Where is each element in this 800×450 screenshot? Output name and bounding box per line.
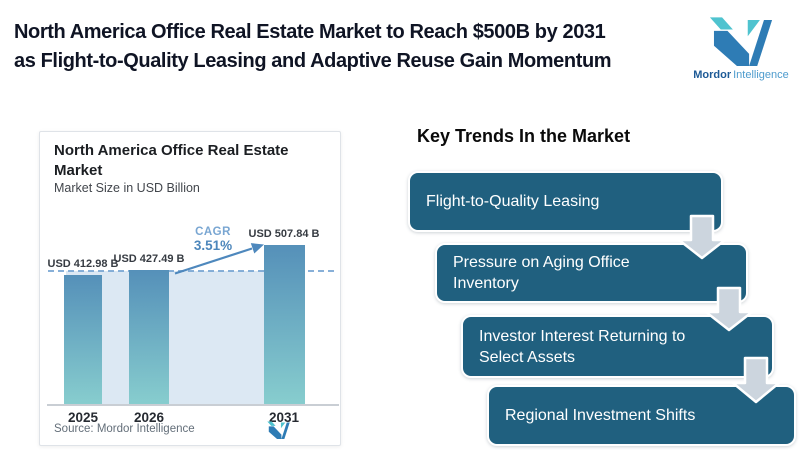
trend-label: Investor Interest Returning to Select As… (479, 327, 686, 366)
bar-2026 (129, 270, 169, 404)
mordor-m-logo-small-icon (267, 421, 290, 439)
chart-x-axis (47, 404, 339, 406)
x-tick-2026: 2026 (133, 410, 165, 425)
x-tick-2031: 2031 (268, 410, 300, 425)
bar-value-label-2026: USD 427.49 B (113, 253, 185, 265)
page-title: North America Office Real Estate Market … (14, 18, 674, 76)
brand-name-light: Intelligence (733, 69, 789, 81)
brand-name: Mordor Intelligence (693, 69, 789, 81)
page-title-line2: as Flight-to-Quality Leasing and Adaptiv… (14, 50, 612, 72)
bar-value-label-2025: USD 412.98 B (47, 258, 119, 270)
cagr-label: CAGR (195, 226, 231, 238)
trends-heading: Key Trends In the Market (417, 126, 631, 146)
trend-label: Regional Investment Shifts (505, 407, 696, 424)
bar-2025 (64, 275, 102, 404)
bar-value-label-2031: USD 507.84 B (248, 228, 320, 240)
trend-box-flight-to-quality: Flight-to-Quality Leasing (408, 171, 723, 232)
trend-label: Pressure on Aging Office Inventory (453, 254, 630, 292)
chart-source: Source: Mordor Intelligence (54, 423, 195, 435)
chart-title: North America Office Real Estate Market (54, 142, 289, 179)
cagr-annotation: CAGR 3.51% (194, 226, 232, 253)
market-size-chart-card: North America Office Real Estate Market … (39, 131, 341, 446)
cagr-value: 3.51% (193, 238, 233, 253)
trend-box-regional-shifts: Regional Investment Shifts (487, 385, 796, 446)
trend-box-investor-interest: Investor Interest Returning to Select As… (461, 315, 774, 378)
bar-2031 (264, 245, 305, 404)
brand-name-bold: Mordor (693, 69, 732, 81)
x-tick-2025: 2025 (67, 410, 99, 425)
trend-box-aging-inventory: Pressure on Aging Office Inventory (435, 243, 748, 303)
mordor-m-logo-icon (709, 17, 773, 66)
chart-subtitle: Market Size in USD Billion (54, 181, 200, 195)
brand-logo: Mordor Intelligence (690, 12, 792, 96)
page-title-line1: North America Office Real Estate Market … (14, 21, 606, 43)
trend-label: Flight-to-Quality Leasing (426, 193, 600, 210)
